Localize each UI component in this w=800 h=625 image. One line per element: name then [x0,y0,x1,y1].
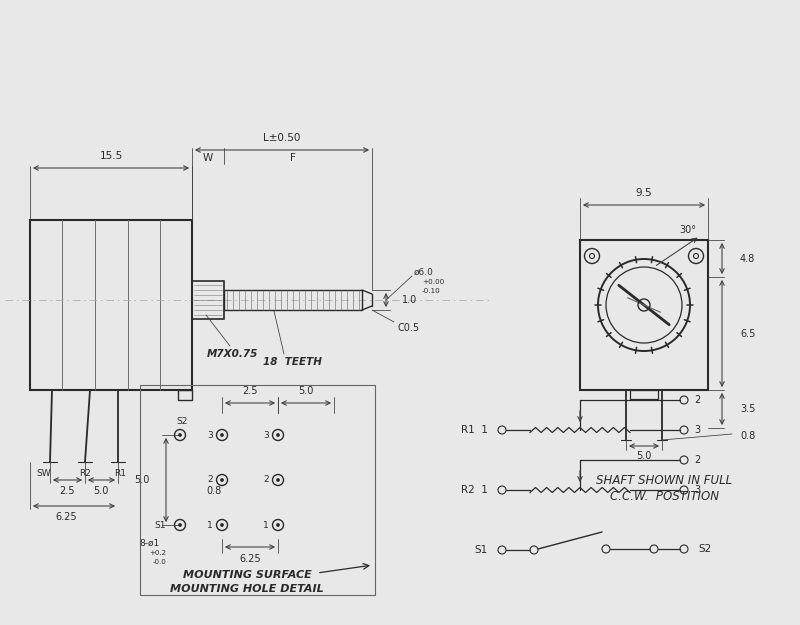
Text: 2: 2 [263,476,269,484]
Text: R1: R1 [114,469,126,479]
Text: +0.2: +0.2 [149,550,166,556]
Text: 0.8: 0.8 [740,431,755,441]
Text: 1: 1 [263,521,269,529]
Text: 5.0: 5.0 [134,475,150,485]
Text: 2: 2 [694,395,700,405]
Bar [30,220,192,390]
Text: R2: R2 [79,469,91,479]
Text: -0.10: -0.10 [422,288,441,294]
Text: 5.0: 5.0 [298,386,314,396]
Text: 3: 3 [263,431,269,439]
Text: 6.25: 6.25 [55,512,77,522]
Text: -0.0: -0.0 [152,559,166,565]
Circle shape [221,524,223,526]
Bar [140,385,375,595]
Text: 1.0: 1.0 [402,295,418,305]
Circle shape [178,434,182,436]
Circle shape [221,434,223,436]
Text: R2  1: R2 1 [461,485,488,495]
Bar [224,290,362,310]
Text: +0.00: +0.00 [422,279,444,285]
Text: W: W [203,153,213,163]
Bar [192,281,224,319]
Text: 2.5: 2.5 [59,486,74,496]
Text: S1: S1 [474,545,488,555]
Text: 1: 1 [207,521,213,529]
Text: MOUNTING SURFACE: MOUNTING SURFACE [182,570,311,580]
Text: 2: 2 [207,476,213,484]
Text: 8-ø1: 8-ø1 [140,539,160,548]
Text: 5.0: 5.0 [94,486,109,496]
Text: 3: 3 [207,431,213,439]
Text: L±0.50: L±0.50 [263,133,301,143]
Text: 2: 2 [694,455,700,465]
Text: 0.8: 0.8 [206,486,222,496]
Text: F: F [290,153,296,163]
Text: 15.5: 15.5 [99,151,122,161]
Circle shape [221,479,223,481]
Text: 3: 3 [694,425,700,435]
Bar [580,240,708,390]
Text: 4.8: 4.8 [740,254,755,264]
Text: S2: S2 [176,416,188,426]
Circle shape [277,434,279,436]
Text: 6.25: 6.25 [239,554,261,564]
Text: C0.5: C0.5 [397,323,419,333]
Circle shape [178,524,182,526]
Text: MOUNTING HOLE DETAIL: MOUNTING HOLE DETAIL [170,584,324,594]
Text: 2.5: 2.5 [242,386,258,396]
Bar [630,390,658,399]
Bar [178,390,192,400]
Text: SHAFT SHOWN IN FULL: SHAFT SHOWN IN FULL [596,474,732,486]
Circle shape [277,479,279,481]
Text: C.C.W.  POSTITION: C.C.W. POSTITION [610,489,718,502]
Text: 3.5: 3.5 [740,404,755,414]
Text: 3: 3 [694,485,700,495]
Text: 30°: 30° [679,225,697,235]
Text: R1  1: R1 1 [461,425,488,435]
Text: ø6.0: ø6.0 [414,268,434,276]
Circle shape [277,524,279,526]
Text: 6.5: 6.5 [740,329,755,339]
Text: M7X0.75: M7X0.75 [206,349,258,359]
Text: S2: S2 [698,544,711,554]
Text: 9.5: 9.5 [636,188,652,198]
Text: 18  TEETH: 18 TEETH [262,357,322,367]
Text: S1: S1 [154,521,166,529]
Text: 5.0: 5.0 [636,451,652,461]
Text: SW: SW [37,469,51,479]
